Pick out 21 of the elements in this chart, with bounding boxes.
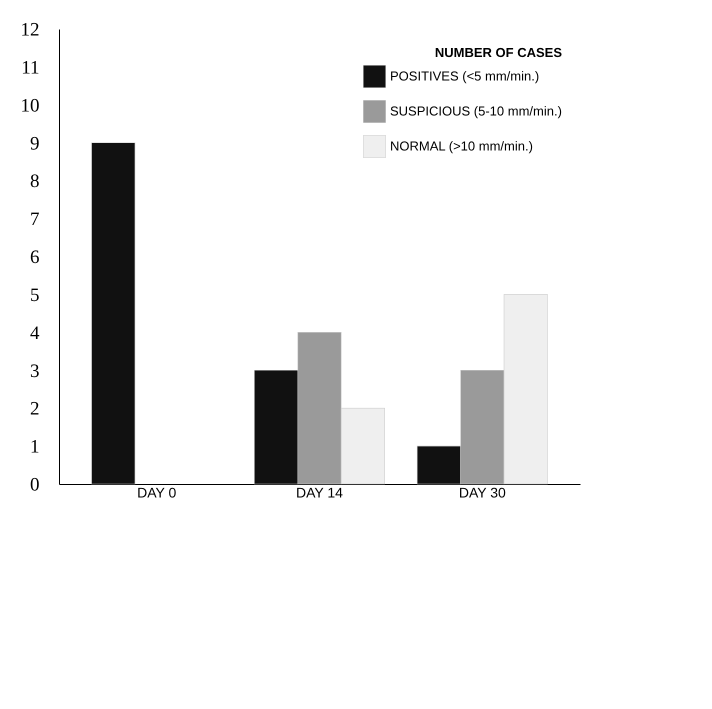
y-tick-label: 10 [20,95,40,116]
y-tick-label: 3 [30,360,40,382]
legend-title: NUMBER OF CASES [434,45,562,60]
x-tick-label: DAY 0 [137,484,176,500]
y-tick-label: 0 [30,474,40,496]
y-tick-label: 11 [21,57,40,78]
bar [91,142,136,484]
y-tick-label: 9 [30,133,40,154]
legend-label: NORMAL (>10 mm/min.) [390,138,533,154]
y-tick-label: 6 [30,247,40,268]
y-tick-label: 1 [30,436,40,458]
y-tick-label: 4 [30,322,40,344]
x-tick-label: DAY 30 [458,484,506,500]
legend-label: SUSPICIOUS (5-10 mm/min.) [390,104,562,118]
y-tick-label: 5 [30,284,40,306]
x-tick-label: DAY 14 [296,484,344,500]
legend-label: POSITIVES (<5 mm/min.) [390,68,540,84]
y-tick-label: 7 [30,209,40,230]
y-tick-label: 8 [30,171,40,192]
y-tick-label: 2 [30,398,40,420]
y-tick-label: 12 [20,20,40,40]
